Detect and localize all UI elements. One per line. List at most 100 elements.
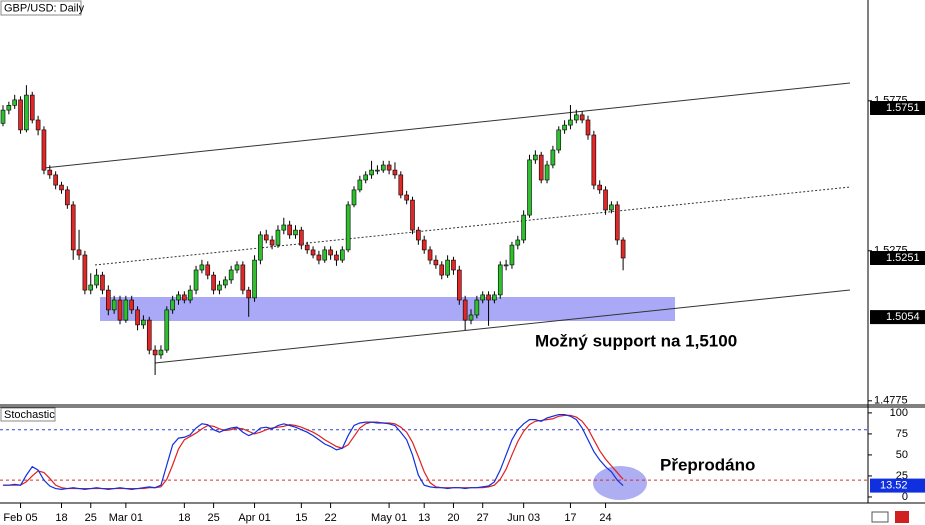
y-tick-label: 1.4775 (874, 395, 908, 407)
x-tick-label: 13 (418, 512, 430, 524)
candle-body (503, 264, 509, 267)
candle-body (6, 105, 12, 111)
candle-body (76, 249, 82, 256)
candle-body (614, 204, 620, 241)
candle-body (164, 309, 170, 351)
candle-body (158, 349, 164, 356)
x-tick-label: 22 (324, 512, 336, 524)
candle-body (117, 299, 123, 321)
candle-body (603, 189, 608, 211)
candle-body (228, 269, 234, 281)
candle-body (193, 269, 199, 291)
candle-body (427, 249, 433, 261)
candle-body (597, 184, 603, 191)
candle-body (591, 134, 597, 186)
candle-body (152, 349, 158, 356)
candle-body (176, 294, 181, 301)
candle-body (18, 99, 23, 131)
candle-body (474, 299, 480, 316)
candle-body (316, 254, 322, 261)
candle-body (41, 129, 47, 171)
candle-body (258, 234, 263, 261)
candle-body (111, 299, 117, 311)
candle-body (369, 169, 374, 176)
x-tick-label: 25 (207, 512, 219, 524)
channel-mid (94, 186, 851, 266)
x-tick-label: 20 (447, 512, 459, 524)
candle-body (521, 214, 526, 241)
indicator-title: Stochastic (4, 409, 55, 421)
candle-body (310, 249, 316, 256)
candle-body (281, 224, 287, 231)
y-tick-label: 1.5275 (874, 245, 908, 257)
candle-body (339, 249, 345, 261)
price-tag-label: 1.5054 (886, 311, 920, 323)
candle-body (82, 254, 88, 291)
candle-body (527, 159, 532, 216)
candle-body (187, 289, 193, 301)
candle-body (240, 264, 246, 291)
candle-body (345, 204, 351, 251)
candle-body (65, 189, 70, 206)
support-zone (100, 297, 675, 321)
candle-body (492, 294, 497, 301)
icon[interactable] (871, 511, 889, 523)
candle-body (439, 264, 445, 276)
candle-body (462, 299, 468, 321)
candle-body (106, 289, 111, 311)
candle-body (620, 239, 626, 259)
x-tick-label: 17 (564, 512, 576, 524)
candle-body (609, 204, 614, 211)
candle-body (421, 239, 427, 251)
candle-body (141, 319, 146, 326)
candle-body (556, 129, 562, 151)
chart-title: GBP/USD: Daily (4, 2, 85, 14)
y-tick-label: 50 (896, 449, 908, 461)
candle-body (0, 109, 6, 124)
x-tick-label: Mar 01 (109, 512, 143, 524)
candle-body (287, 224, 292, 236)
x-tick-label: 15 (295, 512, 307, 524)
candle-body (357, 179, 363, 191)
channel-bottom (154, 289, 851, 364)
candle-body (550, 149, 556, 166)
candle-body (562, 124, 567, 131)
candle-body (70, 204, 76, 251)
candle-body (363, 174, 369, 181)
candle-body (322, 249, 328, 261)
candle-body (293, 229, 298, 236)
candle-body (486, 294, 491, 301)
candle-body (392, 169, 398, 176)
candle-body (375, 169, 380, 172)
y-tick-label: 100 (890, 407, 908, 419)
candle-body (304, 244, 310, 251)
candle-body (404, 194, 409, 201)
candle-body (480, 294, 486, 301)
x-tick-label: Feb 05 (3, 512, 37, 524)
candle-body (47, 169, 53, 176)
candle-body (129, 299, 134, 311)
candle-body (509, 244, 515, 266)
candle-body (12, 99, 17, 106)
candle-body (199, 264, 205, 271)
candle-body (29, 94, 35, 121)
candle-body (579, 114, 585, 121)
price-tag-label: 1.5251 (886, 252, 920, 264)
y-tick-label: 75 (896, 428, 908, 440)
candle-body (182, 294, 187, 301)
candle-body (170, 299, 175, 311)
icon[interactable] (895, 511, 909, 523)
y-tick-label: 0 (902, 491, 908, 503)
value-tag (870, 478, 925, 493)
channel-top (43, 82, 851, 169)
candle-body (515, 239, 521, 246)
candle-body (275, 229, 281, 246)
price-tag (870, 310, 925, 325)
x-tick-label: 24 (599, 512, 611, 524)
candle-body (135, 309, 140, 326)
annotation: Možný support na 1,5100 (535, 331, 737, 350)
candle-body (146, 319, 152, 351)
candle-body (416, 229, 421, 241)
